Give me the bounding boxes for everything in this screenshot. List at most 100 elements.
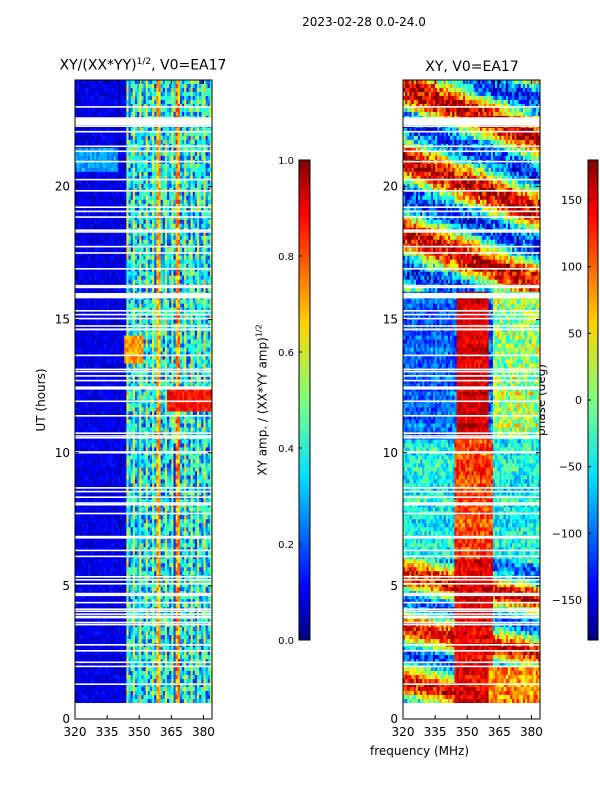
heatmap-cell <box>156 147 159 153</box>
heatmap-cell <box>139 99 142 105</box>
heatmap-cell <box>160 259 164 265</box>
heatmap-cell <box>199 223 202 229</box>
heatmap-cell <box>209 339 212 344</box>
heatmap-cell <box>85 331 89 336</box>
heatmap-cell <box>75 383 78 388</box>
heatmap-cell <box>137 375 140 380</box>
heatmap-cell <box>164 87 168 93</box>
heatmap-cell <box>109 387 112 392</box>
heatmap-cell <box>190 191 194 197</box>
heatmap-cell <box>117 279 121 285</box>
heatmap-cell <box>167 343 170 348</box>
heatmap-cell <box>203 263 206 269</box>
heatmap-cell <box>192 247 196 253</box>
heatmap-cell <box>171 179 174 185</box>
heatmap-cell <box>199 95 202 101</box>
heatmap-cell <box>184 175 187 181</box>
heatmap-cell <box>156 219 159 225</box>
heatmap-cell <box>209 335 212 340</box>
heatmap-cell <box>128 335 132 340</box>
heatmap-cell <box>164 135 168 141</box>
heatmap-cell <box>197 171 200 177</box>
heatmap-cell <box>162 371 166 376</box>
heatmap-cell <box>205 163 209 169</box>
heatmap-cell <box>94 359 97 364</box>
heatmap-cell <box>100 359 104 364</box>
heatmap-cell <box>171 203 174 209</box>
heatmap-cell <box>104 83 108 89</box>
heatmap-cell <box>115 167 119 173</box>
heatmap-cell <box>124 139 127 145</box>
heatmap-cell <box>107 167 110 173</box>
heatmap-cell <box>109 235 112 241</box>
heatmap-cell <box>75 379 78 384</box>
heatmap-cell <box>134 179 138 185</box>
heatmap-cell <box>182 127 185 133</box>
heatmap-cell <box>77 87 80 93</box>
heatmap-cell <box>113 335 117 340</box>
heatmap-cell <box>113 371 117 376</box>
heatmap-cell <box>156 387 159 392</box>
heatmap-cell <box>173 331 177 336</box>
heatmap-cell <box>169 215 172 221</box>
heatmap-cell <box>89 127 93 133</box>
heatmap-cell <box>139 211 142 217</box>
heatmap-cell <box>79 355 82 360</box>
heatmap-cell <box>119 335 123 340</box>
heatmap-cell <box>190 299 194 305</box>
heatmap-cell <box>130 139 134 145</box>
heatmap-cell <box>147 383 151 388</box>
heatmap-cell <box>107 203 110 209</box>
heatmap-cell <box>158 287 162 293</box>
heatmap-cell <box>85 335 89 340</box>
heatmap-cell <box>160 319 164 325</box>
heatmap-cell <box>154 163 157 169</box>
heatmap-cell <box>175 335 179 340</box>
heatmap-cell <box>107 239 110 245</box>
heatmap-cell <box>83 111 87 117</box>
heatmap-cell <box>209 87 212 93</box>
heatmap-cell <box>139 179 142 185</box>
heatmap-cell <box>173 279 177 285</box>
heatmap-cell <box>115 111 119 117</box>
heatmap-cell <box>141 175 144 181</box>
heatmap-cell <box>126 163 129 169</box>
heatmap-cell <box>83 387 87 392</box>
heatmap-cell <box>158 371 162 376</box>
heatmap-cell <box>111 363 114 368</box>
heatmap-cell <box>85 80 89 85</box>
heatmap-cell <box>77 111 80 117</box>
heatmap-cell <box>171 363 174 368</box>
heatmap-cell <box>194 135 198 141</box>
heatmap-cell <box>117 287 121 293</box>
heatmap-cell <box>152 175 155 181</box>
heatmap-cell <box>149 155 153 161</box>
heatmap-cell <box>98 83 102 89</box>
heatmap-cell <box>199 80 202 85</box>
heatmap-cell <box>79 199 82 205</box>
heatmap-cell <box>207 355 211 360</box>
heatmap-cell <box>147 387 151 392</box>
heatmap-cell <box>132 371 136 376</box>
heatmap-cell <box>100 279 104 285</box>
heatmap-cell <box>164 375 168 380</box>
heatmap-cell <box>109 195 112 201</box>
heatmap-cell <box>177 319 181 325</box>
heatmap-cell <box>134 275 138 281</box>
heatmap-cell <box>175 287 179 293</box>
heatmap-cell <box>117 299 121 305</box>
heatmap-cell <box>184 339 187 344</box>
heatmap-cell <box>104 375 108 380</box>
heatmap-cell <box>117 335 121 340</box>
heatmap-cell <box>124 247 127 253</box>
heatmap-cell <box>109 147 112 153</box>
heatmap-cell <box>81 183 84 189</box>
heatmap-cell <box>102 99 106 105</box>
heatmap-cell <box>128 95 132 101</box>
heatmap-cell <box>192 179 196 185</box>
heatmap-cell <box>117 251 121 257</box>
heatmap-cell <box>199 343 202 348</box>
heatmap-cell <box>94 319 97 325</box>
heatmap-cell <box>96 363 99 368</box>
heatmap-cell <box>203 355 206 360</box>
